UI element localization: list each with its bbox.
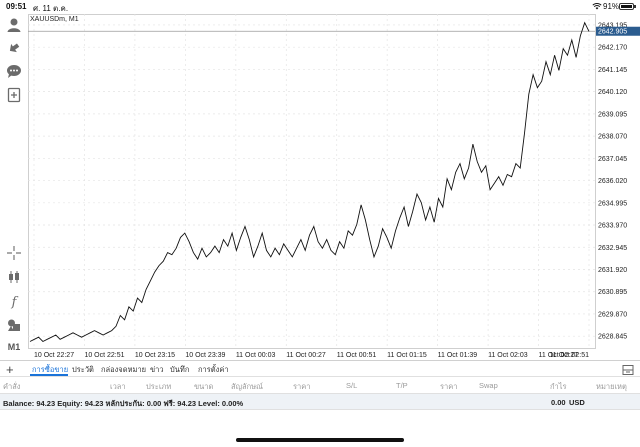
time-axis-label: 10 Oct 23:15: [135, 352, 175, 358]
col-volume[interactable]: ขนาด: [194, 382, 214, 391]
price-axis-label: 2640.120: [598, 89, 627, 96]
tab-journal[interactable]: บันทึก: [170, 365, 190, 374]
col-tp[interactable]: T/P: [396, 381, 408, 390]
chat-icon[interactable]: [4, 62, 24, 80]
time-axis-label: 10 Oct 23:39: [185, 352, 225, 358]
current-price-label: 2642.905: [598, 29, 627, 36]
positions-table-header: คำสั่ง เวลา ประเภท ขนาด สัญลักษณ์ ราคา S…: [0, 376, 640, 394]
time-axis-label: 11 Oct 01:39: [438, 352, 478, 358]
price-axis-label: 2631.920: [598, 267, 627, 274]
tab-trade[interactable]: การซื้อขาย: [32, 365, 69, 374]
time-axis-label: 11 Oct 00:03: [236, 352, 276, 358]
time-axis-label: 10 Oct 22:51: [84, 352, 124, 358]
price-axis-label: 2637.045: [598, 156, 627, 163]
price-axis-label: 2643.195: [598, 22, 627, 29]
tab-news[interactable]: ข่าว: [150, 365, 164, 374]
balance-summary: Balance: 94.23 Equity: 94.23 หลักประกัน:…: [3, 399, 244, 408]
price-axis-label: 2641.145: [598, 67, 627, 74]
left-toolbar: f M1: [0, 14, 28, 356]
time-axis-label: 11 Oct 02:03: [488, 352, 528, 358]
price-axis-label: 2638.070: [598, 134, 627, 141]
objects-icon[interactable]: [4, 316, 24, 334]
tab-mailbox[interactable]: กล่องจดหมาย: [101, 365, 147, 374]
price-chart[interactable]: 2643.195 2642.170 2641.145 2640.120 2639.095…: [28, 14, 640, 358]
price-axis-label: 2632.945: [598, 245, 627, 252]
chart-svg[interactable]: 2643.195 2642.170 2641.145 2640.120 2639.095…: [28, 14, 640, 358]
col-order[interactable]: คำสั่ง: [3, 382, 21, 391]
total-profit: 0.00: [551, 398, 566, 407]
status-date: ศ. 11 ต.ค.: [33, 4, 69, 13]
timeframe-label: M1: [7, 342, 21, 352]
col-type[interactable]: ประเภท: [146, 382, 172, 391]
chart-type-icon[interactable]: [4, 268, 24, 286]
tab-history[interactable]: ประวัติ: [72, 365, 94, 374]
col-swap[interactable]: Swap: [479, 381, 498, 390]
trade-icon[interactable]: [4, 38, 24, 56]
price-axis-label: 2633.970: [598, 223, 627, 230]
status-time: 09:51: [6, 2, 27, 11]
crosshair-icon[interactable]: [4, 244, 24, 262]
time-axis-label: 10 Oct 22:27: [34, 352, 74, 358]
time-axis-label: 11 Oct 02:27: [539, 352, 579, 358]
add-chart-icon[interactable]: [4, 86, 24, 104]
time-axis-label: 11 Oct 00:51: [337, 352, 377, 358]
price-axis-label: 2629.870: [598, 311, 627, 318]
svg-text:f: f: [11, 295, 19, 309]
indicators-icon[interactable]: f: [4, 292, 24, 310]
active-tab-indicator: [30, 374, 68, 376]
layout-icon[interactable]: [622, 363, 634, 375]
time-axis-label: 11 Oct 00:27: [286, 352, 326, 358]
col-time[interactable]: เวลา: [110, 382, 126, 391]
col-symbol[interactable]: สัญลักษณ์: [231, 382, 264, 391]
col-price[interactable]: ราคา: [293, 382, 311, 391]
account-currency: USD: [569, 398, 585, 407]
battery-icon: [619, 3, 636, 10]
balance-bar: Balance: 94.23 Equity: 94.23 หลักประกัน:…: [0, 393, 640, 410]
account-icon[interactable]: [4, 16, 24, 34]
timeframe-button[interactable]: M1: [4, 338, 24, 356]
status-bar: 09:51 ศ. 11 ต.ค. 91%: [0, 0, 640, 14]
col-comment[interactable]: หมายเหตุ: [596, 382, 627, 391]
add-icon[interactable]: +: [6, 362, 14, 377]
price-axis-label: 2630.895: [598, 289, 627, 296]
price-axis-label: 2636.020: [598, 178, 627, 185]
time-axis-label: 11 Oct 02:51: [549, 352, 589, 358]
home-indicator[interactable]: [236, 438, 404, 442]
chart-frame: [28, 14, 596, 349]
col-current-price[interactable]: ราคา: [440, 382, 458, 391]
bottom-tabs: + การซื้อขาย ประวัติ กล่องจดหมาย ข่าว บั…: [0, 360, 640, 377]
price-axis-label: 2628.845: [598, 334, 627, 341]
col-sl[interactable]: S/L: [346, 381, 358, 390]
wifi-icon: [592, 2, 602, 12]
price-axis-label: 2634.995: [598, 200, 627, 207]
time-axis-label: 11 Oct 01:15: [387, 352, 427, 358]
chart-symbol-label: XAUUSDm, M1: [30, 16, 79, 23]
current-price-tag: [596, 26, 640, 36]
col-profit[interactable]: กำไร: [550, 382, 567, 391]
battery-percent: 91%: [603, 2, 620, 11]
price-axis-label: 2639.095: [598, 111, 627, 118]
tab-settings[interactable]: การตั้งค่า: [198, 365, 229, 374]
price-series-line: [29, 21, 590, 343]
price-axis-label: 2642.170: [598, 45, 627, 52]
